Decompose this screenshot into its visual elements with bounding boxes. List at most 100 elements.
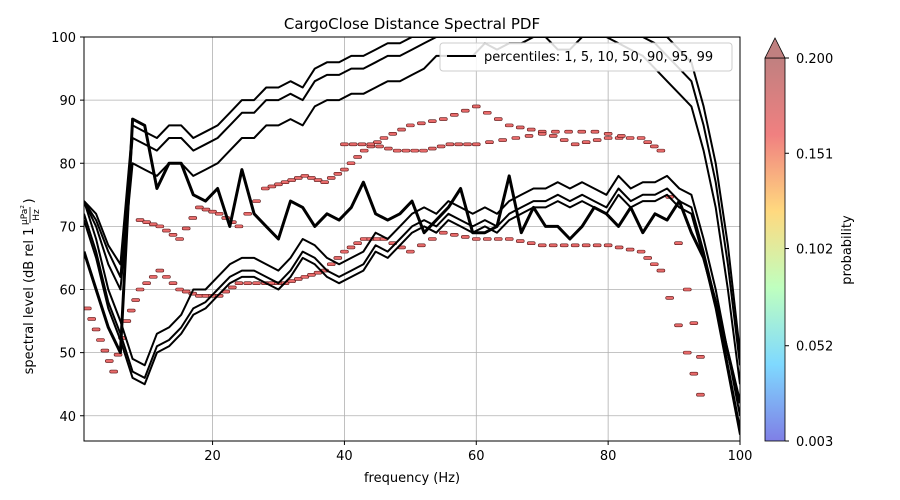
pdf-ridge-marker [333,256,343,260]
percentile-line-1 [84,187,740,429]
pdf-ridge-marker [439,117,448,121]
pdf-ridge-marker [625,247,635,252]
pdf-ridge-marker [428,237,437,241]
pdf-ridge-marker [307,272,316,277]
pdf-ridge-marker [450,232,459,237]
percentile-line-5 [84,37,740,353]
pdf-ridge-marker [375,144,384,149]
pdf-ridge-marker [243,281,253,285]
pdf-ridge-marker [201,207,211,212]
pdf-ridge-marker [656,268,666,273]
y-tick-label: 70 [59,220,76,235]
pdf-ridge-marker [592,138,602,142]
y-tick-label: 60 [59,284,76,299]
x-tick-label: 20 [204,449,221,464]
pdf-ridge-marker [498,138,507,142]
pdf-ridge-marker [649,262,659,267]
colorbar-tick-label: 0.003 [796,435,833,450]
pdf-ridge-marker [551,129,560,134]
pdf-ridge-marker [340,142,349,147]
pdf-ridge-marker [636,136,646,140]
x-tick-label: 100 [728,449,753,464]
y-tick-label: 50 [59,347,76,362]
pdf-ridge-marker [471,104,481,109]
pdf-ridge-marker [401,148,411,153]
colorbar-extend-arrow [764,37,786,59]
pdf-ridge-marker [175,287,184,292]
pdf-ridge-marker [581,140,591,145]
pdf-ridge-marker [515,125,525,130]
pdf-ridge-marker [689,371,699,376]
pdf-ridge-marker [674,241,683,246]
pdf-ridge-marker [450,113,459,117]
pdf-ridge-marker [463,142,472,147]
y-tick-label: 80 [59,157,76,172]
legend-box [439,42,733,72]
pdf-ridge-marker [252,199,261,203]
pdf-ridge-marker [280,180,290,184]
pdf-ridge-marker [155,224,165,229]
pdf-ridge-marker [417,243,426,248]
pdf-ridge-marker [682,287,692,292]
percentile-line-4 [84,37,740,366]
pdf-ridge-marker [548,243,558,248]
pdf-ridge-marker [410,148,420,153]
pdf-ridge-marker [142,281,151,285]
pdf-ridge-marker [162,228,171,233]
pdf-ridge-marker [300,174,310,178]
y-axis-label: spectral level (dB rel 1 µPa² Hz ) [20,198,42,374]
pdf-ridge-marker [559,138,569,142]
pdf-ridge-marker [564,129,573,134]
y-axis-unit-denominator: Hz [32,209,42,221]
pdf-ridge-marker [674,323,683,328]
pdf-ridge-marker [195,205,204,210]
pdf-ridge-marker [168,232,178,237]
pdf-ridge-marker [570,142,580,147]
pdf-ridge-marker [287,178,296,182]
pdf-ridge-marker [471,237,481,241]
legend: percentiles: 1, 5, 10, 50, 90, 95, 99 [439,42,733,72]
pdf-ridge-marker [445,142,455,147]
pdf-ridge-marker [208,209,217,214]
pdf-ridge-marker [656,148,666,153]
pdf-ridge-marker [526,241,536,246]
pdf-ridge-marker [359,148,369,153]
pdf-ridge-marker [428,146,437,151]
x-tick-label: 40 [336,449,353,464]
pdf-ridge-marker [417,121,426,126]
pdf-ridge-marker [696,355,705,359]
pdf-ridge-marker [293,277,303,281]
y-axis-ticks: 40 50 60 70 80 90 100 [51,31,84,425]
pdf-ridge-marker [482,237,492,241]
pdf-ridge-marker [135,287,145,292]
plot-frame [83,36,741,442]
pdf-ridge-marker [504,123,514,128]
percentile-lines [84,37,740,435]
pdf-ridge-marker [148,222,158,227]
pdf-ridge-marker [366,142,376,147]
pdf-ridge-marker [643,256,652,260]
pdf-ridge-marker [155,268,165,273]
pdf-ridge-marker [526,127,536,132]
pdf-ridge-marker [537,243,547,248]
pdf-ridge-marker [181,289,191,294]
pdf-ridge-marker [307,176,316,180]
pdf-ridge-marker [603,131,613,136]
pdf-ridge-marker [548,134,558,138]
pdf-ridge-marker [614,245,624,250]
pdf-ridge-marker [346,245,356,250]
pdf-ridge-marker [96,338,105,342]
pdf-ridge-marker [485,140,494,145]
pdf-ridge-marker [643,140,652,145]
pdf-ridge-marker [617,134,626,138]
pdf-ridge-marker [577,129,587,134]
pdf-ridge-marker [406,249,415,254]
colorbar-body [764,57,786,442]
y-tick-label: 40 [59,410,76,425]
pdf-ridge-marker [234,281,244,285]
colorbar-tick-label: 0.151 [796,147,833,162]
pdf-ridge-marker [696,392,705,397]
pdf-ridge-marker [649,144,659,149]
x-axis-label: frequency (Hz) [364,471,460,486]
